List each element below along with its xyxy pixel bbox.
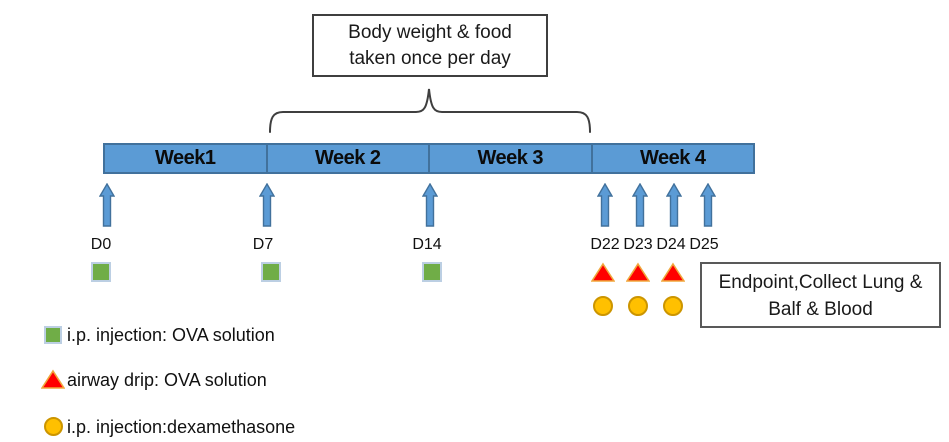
annotation-box-endpoint: Endpoint,Collect Lung & Balf & Blood bbox=[700, 262, 941, 328]
green-square-marker bbox=[91, 262, 111, 282]
legend-red-triangle-icon bbox=[41, 369, 65, 389]
curly-brace-icon bbox=[269, 88, 591, 133]
day-label-d0: D0 bbox=[90, 236, 112, 253]
yellow-circle-marker bbox=[593, 296, 613, 316]
green-square-marker bbox=[422, 262, 442, 282]
day-label-d22: D22 bbox=[590, 236, 620, 253]
red-triangle-marker bbox=[626, 262, 650, 282]
timeline-week-1: Week1 bbox=[105, 145, 268, 172]
annotation-line-2: taken once per day bbox=[349, 48, 511, 69]
day-label-d7: D7 bbox=[252, 236, 274, 253]
legend-label-ip-ova: i.p. injection: OVA solution bbox=[67, 325, 275, 345]
up-arrow-icon bbox=[632, 183, 648, 227]
timeline-week-2: Week 2 bbox=[268, 145, 430, 172]
up-arrow-icon bbox=[99, 183, 115, 227]
annotation-line-1: Body weight & food bbox=[348, 22, 512, 43]
day-label-d14: D14 bbox=[412, 236, 442, 253]
up-arrow-icon bbox=[597, 183, 613, 227]
up-arrow-icon bbox=[259, 183, 275, 227]
endpoint-line-1: Endpoint,Collect Lung & bbox=[718, 272, 923, 293]
green-square-marker bbox=[261, 262, 281, 282]
day-label-d23: D23 bbox=[623, 236, 653, 253]
day-label-d24: D24 bbox=[656, 236, 686, 253]
timeline-week-4: Week 4 bbox=[639, 147, 706, 169]
endpoint-line-2: Balf & Blood bbox=[768, 299, 873, 320]
yellow-circle-marker bbox=[628, 296, 648, 316]
legend-label-airway-drip: airway drip: OVA solution bbox=[67, 370, 267, 390]
timeline-bar: Week1 Week 2 Week 3 Week 4 bbox=[103, 143, 755, 174]
annotation-box-body-weight: Body weight & food taken once per day bbox=[312, 14, 548, 77]
timeline-week-3: Week 3 bbox=[430, 145, 593, 172]
up-arrow-icon bbox=[700, 183, 716, 227]
legend-green-square-icon bbox=[44, 326, 62, 344]
day-label-d25: D25 bbox=[689, 236, 719, 253]
yellow-circle-marker bbox=[663, 296, 683, 316]
up-arrow-icon bbox=[422, 183, 438, 227]
red-triangle-marker bbox=[591, 262, 615, 282]
legend-yellow-circle-icon bbox=[44, 417, 63, 436]
up-arrow-icon bbox=[666, 183, 682, 227]
red-triangle-marker bbox=[661, 262, 685, 282]
legend-label-dexamethasone: i.p. injection:dexamethasone bbox=[67, 417, 296, 437]
